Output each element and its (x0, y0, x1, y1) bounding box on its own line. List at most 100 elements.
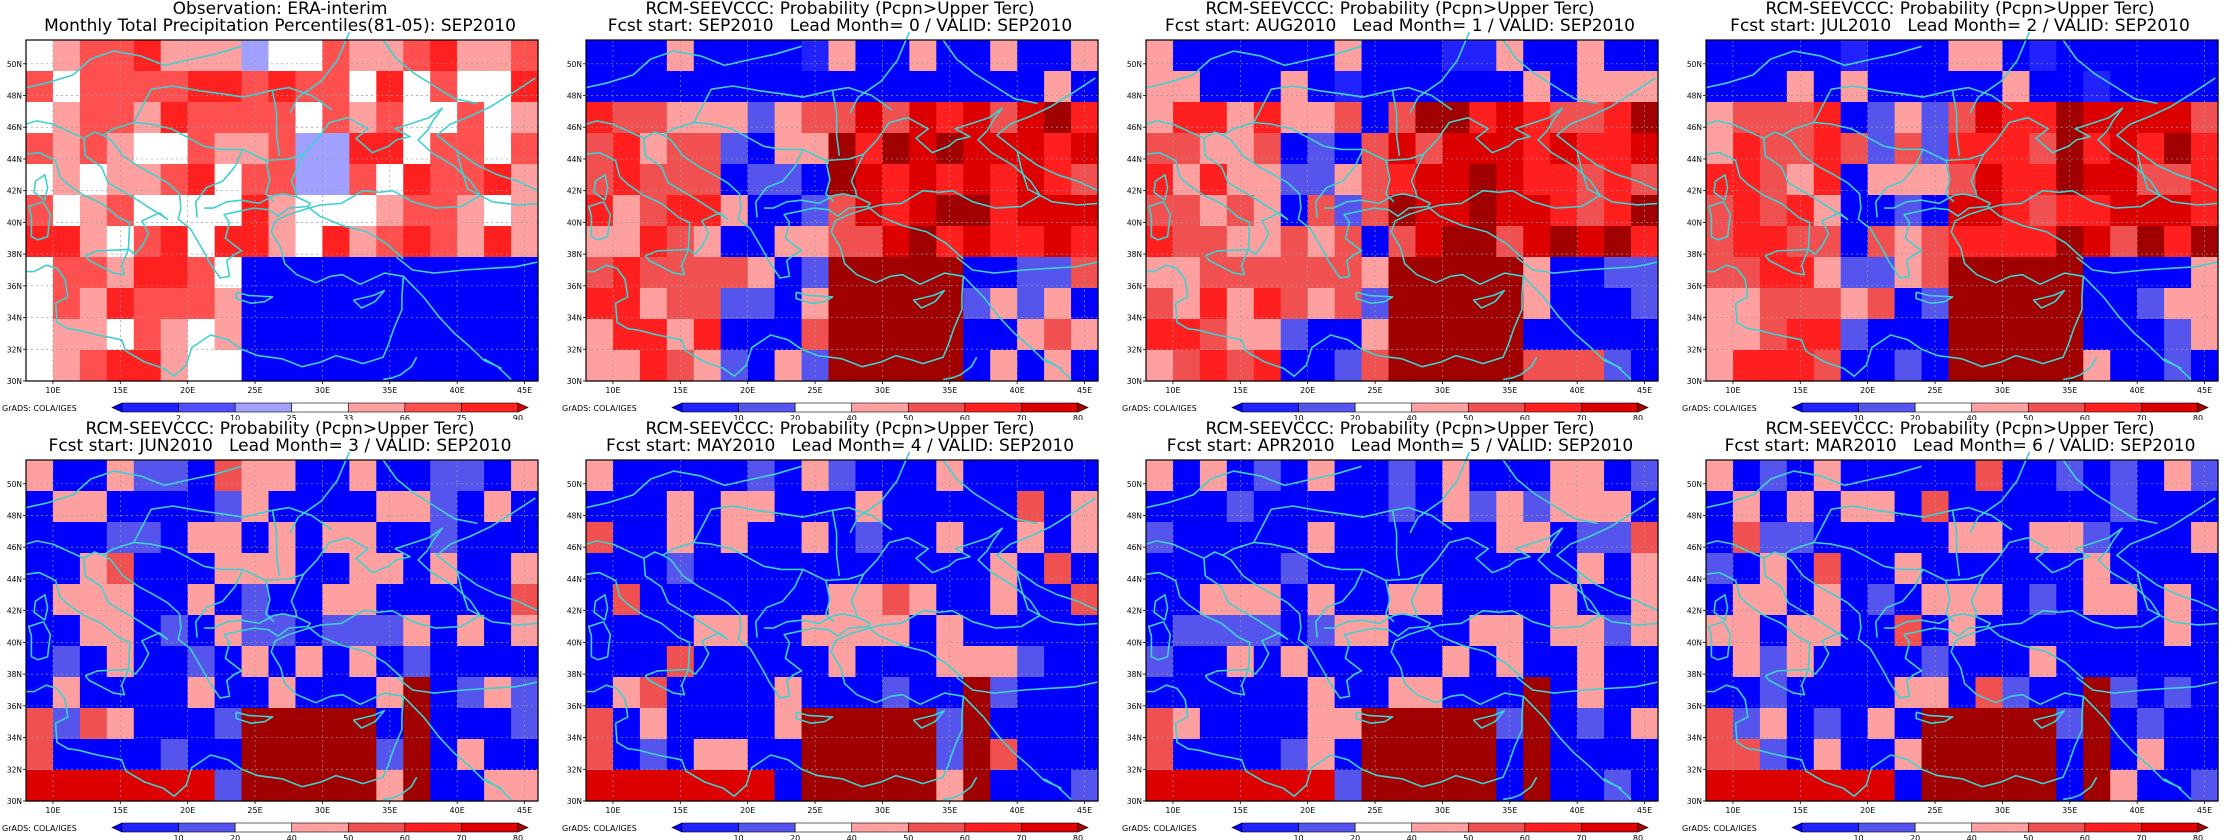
field-cell (586, 102, 614, 134)
field-cell (1577, 553, 1605, 585)
field-cell (430, 350, 458, 382)
field-cell (2083, 677, 2111, 709)
coastline (2062, 356, 2098, 381)
field-cell (2137, 522, 2165, 554)
lat-tick-label: 34N (1127, 734, 1142, 743)
field-cell (2029, 491, 2057, 523)
field-cell (403, 71, 431, 103)
lat-tick-label: 46N (1687, 123, 1702, 132)
field-cell (1577, 102, 1605, 134)
field-cell (909, 708, 937, 740)
field-cell (1253, 102, 1282, 134)
coastline (1502, 39, 1598, 105)
field-cell (268, 319, 297, 351)
field-cell (2110, 584, 2138, 616)
lat-tick-label: 30N (1127, 797, 1142, 806)
coastline (1875, 149, 1924, 218)
coastline (795, 291, 834, 305)
field-cell (1280, 522, 1309, 554)
field-cell (639, 460, 668, 492)
field-cell (1280, 460, 1309, 492)
field-cell (1496, 522, 1524, 554)
lat-tick-label: 34N (1687, 734, 1702, 743)
field-cell (1631, 553, 1659, 585)
field-cell (1415, 40, 1444, 72)
colorbar-label: 70 (2136, 834, 2146, 840)
colorbar-swatch (964, 402, 1022, 413)
field-cell (511, 102, 539, 134)
lat-tick-label: 36N (1687, 282, 1702, 291)
coastline (1969, 31, 2031, 114)
lon-tick-label: 25E (247, 806, 262, 815)
field-cell (2083, 350, 2111, 382)
lat-tick-label: 38N (7, 670, 22, 679)
field-cell (484, 522, 512, 554)
field-cell (1469, 677, 1497, 709)
field-cell (1813, 102, 1842, 134)
field-cell (1415, 164, 1444, 196)
field-cell (774, 739, 803, 771)
field-cell (268, 522, 297, 554)
coastline (956, 676, 1099, 694)
field-cell (322, 133, 350, 165)
coastline (1016, 150, 1099, 206)
field-cell (1280, 677, 1309, 709)
field-cell (1253, 739, 1282, 771)
field-cell (1867, 708, 1896, 740)
field-cell (1307, 350, 1336, 382)
coastline (763, 193, 857, 209)
lat-tick-label: 36N (1687, 702, 1702, 711)
lon-tick-label: 15E (1233, 806, 1248, 815)
field-cell (1172, 522, 1201, 554)
field-cell (1017, 646, 1045, 678)
field-cell (2029, 288, 2057, 320)
field-cell (484, 288, 512, 320)
precipitation-map: 10E 15E 20E 25E 30E 35E 40E 45E30N32N34N36N38N4… (7, 451, 539, 840)
field-cell (1577, 460, 1605, 492)
field-cell (187, 133, 216, 165)
coastline (84, 248, 130, 276)
field-cell (268, 40, 297, 72)
lat-tick-label: 36N (7, 702, 22, 711)
coastline (456, 570, 539, 626)
colorbar-swatch (851, 402, 909, 413)
field-cell (2083, 615, 2111, 647)
field-cell (774, 770, 803, 802)
field-cell (1948, 677, 1977, 709)
field-cell (2164, 133, 2192, 165)
field-cell (909, 195, 937, 227)
field-cell (133, 102, 162, 134)
field-cell (403, 319, 431, 351)
field-cell (774, 584, 803, 616)
field-cell (1442, 133, 1470, 165)
colorbar-label: 50 (2023, 414, 2033, 420)
field-cell (1442, 40, 1470, 72)
lat-tick-label: 34N (567, 734, 582, 743)
field-cells (1706, 460, 2219, 802)
field-cell (1199, 770, 1228, 802)
field-cell (1975, 522, 2004, 554)
lat-tick-label: 30N (567, 797, 582, 806)
field-cell (2002, 615, 2030, 647)
field-cell (484, 133, 512, 165)
field-cell (2029, 739, 2057, 771)
field-cell (990, 40, 1018, 72)
field-cell (1948, 102, 1977, 134)
colorbar-label: 40 (1967, 414, 1977, 420)
lat-tick-label: 50N (1687, 480, 1702, 489)
field-cell (1469, 460, 1497, 492)
coastline (436, 77, 539, 192)
field-cell (720, 522, 749, 554)
field-cell (639, 102, 668, 134)
field-cell (52, 646, 81, 678)
field-cell (1840, 133, 1869, 165)
lon-tick-label: 25E (1927, 806, 1942, 815)
map-frame (25, 39, 539, 382)
coastline (1987, 205, 2084, 260)
field-cell (2137, 288, 2165, 320)
coastline (849, 451, 911, 534)
field-cell (457, 288, 485, 320)
field-cell (2164, 677, 2192, 709)
field-cell (484, 319, 512, 351)
field-cell (909, 71, 937, 103)
